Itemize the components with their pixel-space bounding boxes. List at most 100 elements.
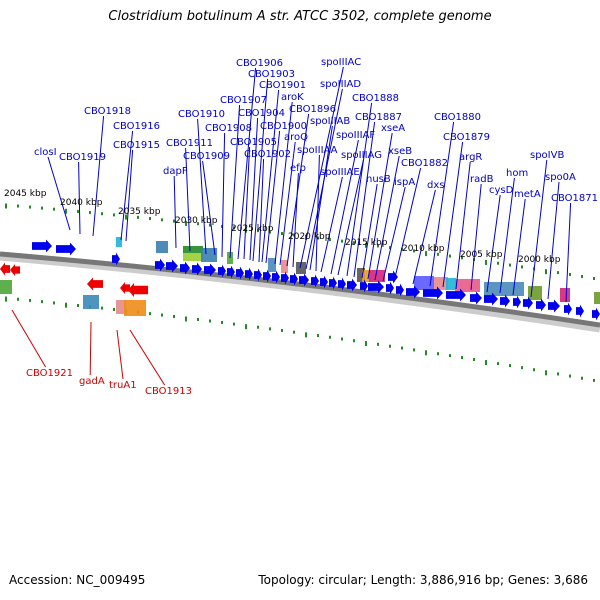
forward-label-leader (125, 149, 134, 242)
genome-summary-text: Topology: circular; Length: 3,886,916 bp… (258, 573, 588, 587)
forward-gene-label: metA (514, 189, 541, 200)
scale-label: 2000 kbp (518, 255, 561, 265)
feature-block (281, 260, 288, 273)
outer-tick (53, 207, 55, 211)
outer-tick (5, 203, 7, 209)
forward-label-leader (393, 167, 422, 283)
feature-block (528, 286, 542, 300)
forward-label-leader (346, 102, 373, 277)
backbone-line (0, 251, 600, 328)
forward-label-leader (330, 139, 359, 275)
feature-block (183, 246, 203, 253)
inner-tick (569, 374, 571, 378)
outer-tick (581, 275, 583, 279)
forward-gene-label: CBO1918 (84, 106, 131, 117)
forward-gene-label: spoIIIAC (321, 57, 361, 68)
forward-gene-label: dxs (427, 180, 444, 191)
forward-label-leader (279, 141, 296, 266)
inner-tick (41, 300, 43, 304)
outer-tick (437, 252, 439, 256)
forward-gene-label: radB (470, 174, 494, 185)
scale-label: 2010 kbp (402, 244, 445, 254)
feature-block (296, 262, 306, 274)
outer-tick (461, 256, 463, 260)
reverse-label-leader (89, 321, 92, 376)
forward-gene-arrow (470, 291, 482, 305)
inner-tick (293, 330, 295, 334)
forward-gene-arrow (155, 258, 165, 272)
outer-tick (545, 269, 547, 275)
forward-gene-arrow (564, 302, 572, 316)
forward-gene-label: CBO1916 (113, 121, 160, 132)
outer-tick (557, 271, 559, 275)
inner-tick (461, 356, 463, 360)
reverse-label-leader (129, 329, 166, 386)
feature-block (156, 241, 168, 253)
feature-block (560, 288, 570, 302)
forward-label-leader (337, 159, 364, 276)
forward-gene-label: dapF (163, 166, 188, 177)
forward-gene-arrow (263, 269, 271, 283)
feature-block (484, 282, 524, 296)
forward-gene-label: CBO1871 (551, 193, 598, 204)
inner-tick (209, 319, 211, 323)
outer-tick (569, 273, 571, 277)
inner-tick (329, 335, 331, 339)
inner-tick (101, 306, 103, 310)
outer-tick (353, 241, 355, 245)
feature-block (183, 253, 203, 261)
forward-label-leader (512, 198, 526, 296)
outer-tick (221, 224, 223, 228)
forward-label-leader (320, 176, 343, 273)
forward-label-leader (237, 67, 257, 260)
scale-label: 2005 kbp (460, 250, 503, 260)
forward-gene-arrow (245, 267, 253, 281)
forward-label-leader (412, 189, 436, 285)
forward-label-leader (258, 158, 265, 263)
forward-gene-arrow (329, 276, 337, 290)
map-title: Clostridium botulinum A str. ATCC 3502, … (108, 9, 492, 24)
inner-tick (221, 321, 223, 325)
forward-label-leader (261, 89, 280, 263)
inner-tick (473, 358, 475, 362)
feature-block (0, 280, 12, 294)
forward-gene-arrow (272, 270, 280, 284)
forward-gene-arrow (484, 292, 498, 306)
feature-block (455, 279, 480, 292)
inner-tick (173, 315, 175, 319)
inner-tick (593, 378, 595, 382)
inner-tick (65, 302, 67, 308)
forward-gene-label: spoIIIAB (310, 116, 350, 127)
forward-gene-arrow (523, 296, 533, 310)
forward-gene-arrow (204, 263, 216, 277)
forward-label-leader (429, 121, 455, 287)
inner-tick (545, 370, 547, 376)
outer-tick (173, 219, 175, 223)
forward-gene-label: argR (459, 152, 482, 163)
feature-block (357, 268, 365, 282)
forward-gene-label: spoIIIAF (336, 130, 375, 141)
inner-tick (17, 297, 19, 301)
outer-tick (29, 205, 31, 209)
forward-gene-label: CBO1887 (355, 112, 402, 123)
scale-label: 2035 kbp (118, 207, 161, 217)
outer-tick (113, 213, 115, 217)
reverse-gene-arrow (87, 277, 103, 291)
reverse-gene-arrow (10, 264, 20, 276)
forward-label-leader (353, 121, 376, 278)
forward-gene-arrow (513, 295, 521, 309)
inner-tick (485, 360, 487, 366)
forward-gene-label: CBO1909 (183, 151, 230, 162)
inner-tick (77, 303, 79, 307)
inner-tick (581, 376, 583, 380)
scale-label: 2045 kbp (4, 189, 47, 199)
inner-tick (341, 337, 343, 341)
forward-gene-arrow (386, 281, 394, 295)
forward-gene-arrow (396, 283, 404, 297)
forward-gene-label: CBO1911 (166, 138, 213, 149)
forward-gene-arrow (192, 262, 202, 276)
outer-tick (449, 254, 451, 258)
forward-label-leader (299, 66, 344, 269)
genome-backbone (0, 251, 600, 333)
outer-tick (257, 229, 259, 233)
